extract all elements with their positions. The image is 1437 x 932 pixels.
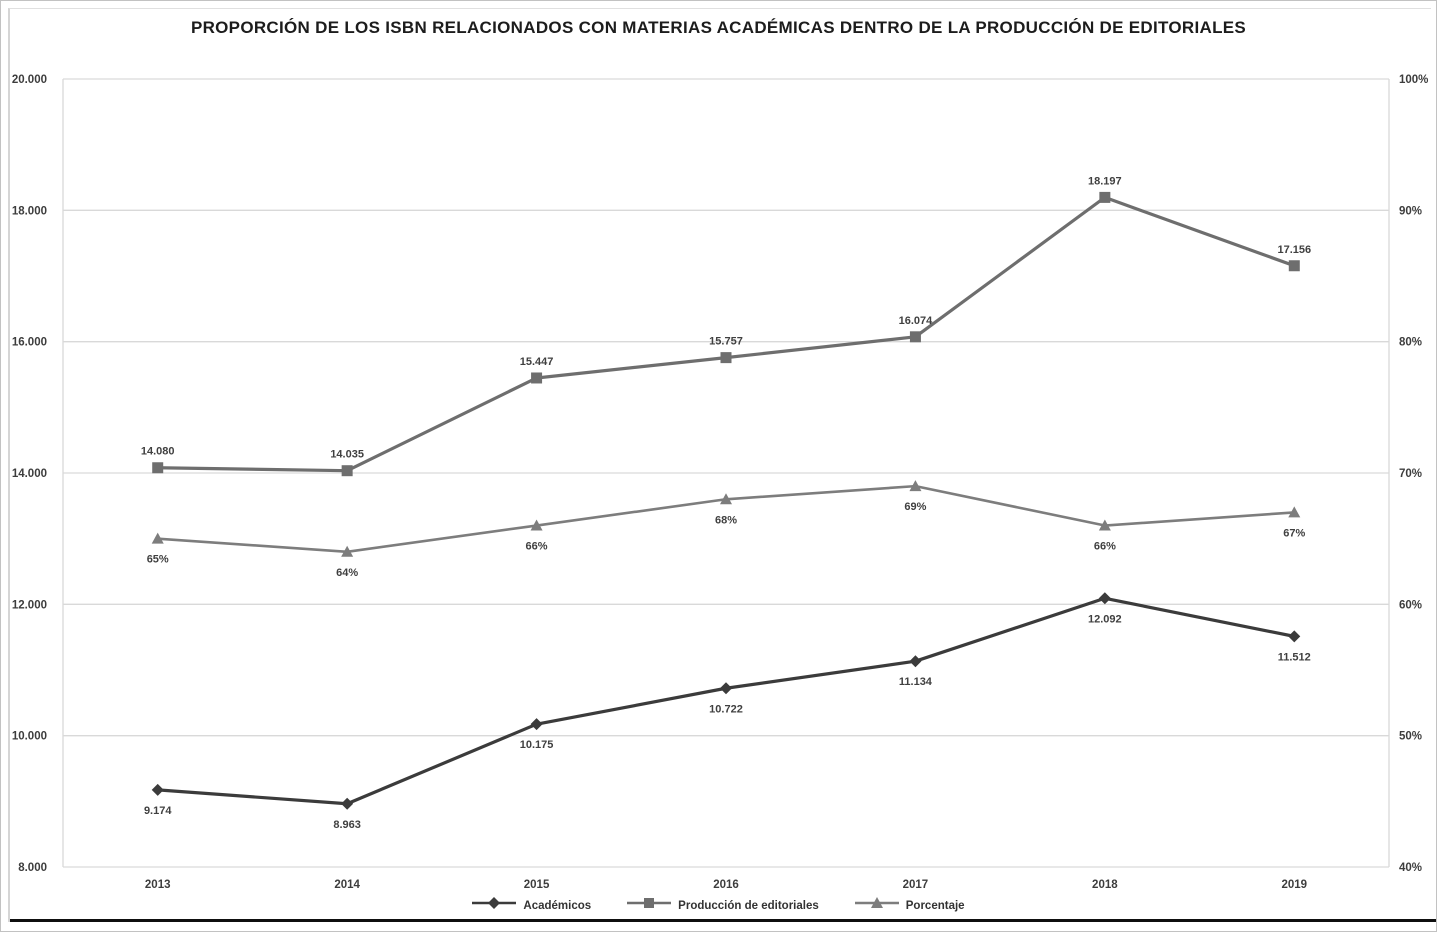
diamond-data-marker [1288, 630, 1301, 643]
square-data-marker [1099, 191, 1111, 203]
data-point-label: 10.175 [520, 739, 554, 751]
data-point-label: 12.092 [1088, 613, 1122, 625]
legend-glyph [627, 898, 672, 908]
data-point-label: 15.757 [709, 336, 743, 348]
data-point-label: 65% [147, 554, 169, 566]
right-axis-tick-label: 50% [1399, 731, 1422, 743]
chart-legend: Académicos Producción de editoriales Por… [1, 896, 1436, 915]
diamond-data-marker [720, 682, 732, 695]
series-line [156, 195, 1296, 473]
triangle-data-marker [720, 493, 732, 505]
x-axis-label: 2014 [334, 879, 360, 891]
left-axis-tick-label: 12.000 [12, 599, 47, 611]
diamond-data-marker [1098, 592, 1111, 605]
legend-glyph [472, 897, 517, 909]
x-axis-label: 2015 [524, 879, 550, 891]
data-point-label: 10.722 [709, 703, 743, 715]
legend-label: Producción de editoriales [678, 899, 819, 912]
square-data-marker [909, 331, 921, 343]
data-point-label: 68% [715, 514, 737, 526]
data-point-label: 11.512 [1278, 651, 1311, 663]
data-point-label: 66% [1094, 541, 1116, 553]
right-axis-tick-label: 70% [1399, 468, 1422, 480]
x-axis-label: 2017 [903, 879, 929, 891]
triangle-data-marker [1098, 519, 1111, 531]
right-axis-tick-label: 80% [1399, 337, 1422, 349]
x-axis-label: 2013 [145, 879, 171, 891]
square-data-marker [531, 372, 543, 384]
data-point-label: 67% [1283, 527, 1305, 539]
left-axis-tick-label: 8.000 [18, 862, 47, 874]
diamond-data-marker [151, 783, 164, 796]
triangle-data-marker [1288, 506, 1301, 518]
left-axis-tick-label: 14.000 [12, 468, 47, 480]
data-point-label: 18.197 [1088, 175, 1122, 187]
triangle-data-marker [151, 532, 164, 544]
diamond-marker-icon [472, 896, 517, 915]
x-axis-label: 2016 [713, 879, 739, 891]
data-point-label: 66% [526, 541, 548, 553]
square-data-marker [341, 465, 353, 477]
series-porcentaje: 65% 64% 66% 68% 69% 66% 67% [147, 480, 1306, 579]
right-axis-tick-label: 90% [1399, 205, 1422, 217]
data-point-label: 69% [904, 501, 926, 513]
left-axis-tick-label: 16.000 [12, 337, 47, 349]
data-point-label: 14.035 [330, 449, 364, 461]
x-axis-labels: 2013 2014 2015 2016 2017 2018 2019 [145, 879, 1307, 891]
legend-item-produccion: Producción de editoriales [627, 896, 819, 915]
data-point-label: 16.074 [899, 315, 934, 327]
triangle-data-marker [909, 480, 922, 492]
legend-label: Académicos [523, 899, 592, 912]
triangle-marker-icon [854, 896, 899, 915]
right-axis-tick-label: 100% [1399, 74, 1428, 86]
legend-item-porcentaje: Porcentaje [854, 896, 965, 915]
left-axis-tick-label: 18.000 [12, 205, 47, 217]
legend-glyph [854, 897, 899, 908]
data-point-label: 15.447 [520, 356, 554, 368]
data-point-label: 11.134 [899, 676, 933, 688]
diamond-data-marker [341, 797, 354, 810]
series-line [156, 596, 1296, 806]
triangle-data-marker [530, 519, 543, 531]
bottom-rule-line [10, 919, 1436, 922]
data-point-label: 9.174 [144, 805, 172, 817]
x-axis-label: 2019 [1281, 879, 1307, 891]
data-point-label: 14.080 [141, 446, 175, 458]
axis-tick-labels: 8.000 40% 10.000 50% 12.000 60% 14.000 70% 16.00… [12, 74, 1429, 874]
series-academicos: 9.174 8.963 10.175 10.722 11.134 12.092 11.512 [144, 592, 1311, 831]
left-axis-tick-label: 10.000 [12, 731, 47, 743]
square-marker-icon [627, 896, 672, 915]
legend-item-academicos: Académicos [472, 896, 591, 915]
series-produccion-de-editoriales: 14.080 14.035 15.447 15.757 16.074 18.197 17.1… [141, 175, 1311, 477]
chart-title: PROPORCIÓN DE LOS ISBN RELACIONADOS CON … [190, 18, 1247, 37]
data-point-label: 64% [336, 567, 358, 579]
square-data-marker [720, 352, 732, 364]
right-axis-tick-label: 40% [1399, 862, 1422, 874]
data-point-label: 17.156 [1277, 244, 1311, 256]
left-axis-tick-label: 20.000 [12, 74, 47, 86]
square-data-marker [1288, 260, 1300, 272]
diamond-data-marker [530, 718, 543, 731]
x-axis-label: 2018 [1092, 879, 1118, 891]
square-data-marker [152, 462, 164, 474]
data-point-label: 8.963 [333, 819, 361, 831]
gridlines [62, 78, 1390, 868]
legend-label: Porcentaje [905, 899, 965, 912]
diamond-data-marker [909, 655, 922, 668]
triangle-data-marker [341, 545, 354, 557]
right-axis-tick-label: 60% [1399, 599, 1422, 611]
